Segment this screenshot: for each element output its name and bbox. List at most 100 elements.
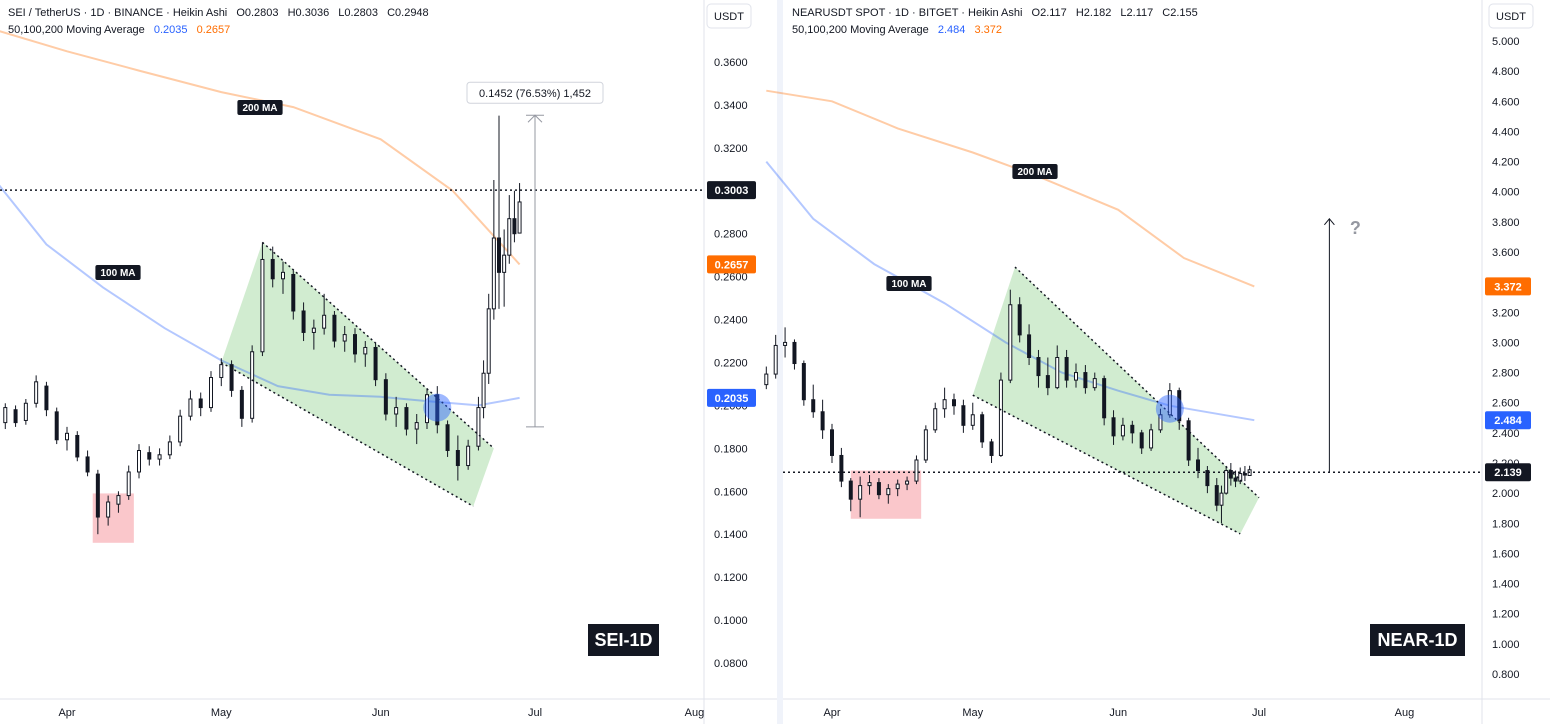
candle[interactable] [811, 384, 816, 418]
candle[interactable] [178, 409, 183, 447]
candle[interactable] [270, 246, 275, 288]
candle[interactable] [481, 360, 486, 419]
candle[interactable] [260, 242, 265, 357]
candle[interactable] [1224, 466, 1229, 495]
candle[interactable] [1233, 470, 1238, 488]
candle[interactable] [867, 475, 872, 495]
candle[interactable] [435, 386, 440, 434]
candle[interactable] [1238, 467, 1243, 485]
breakout-circle[interactable] [423, 393, 452, 422]
candle[interactable] [1074, 363, 1078, 388]
candle[interactable] [54, 407, 59, 445]
price-axis-label[interactable]: 2.139 [1485, 463, 1531, 482]
candle[interactable] [281, 261, 285, 294]
candle[interactable] [34, 375, 39, 408]
candle[interactable] [923, 425, 928, 463]
wedge-upper-line[interactable] [1014, 266, 1260, 499]
candle[interactable] [75, 431, 80, 462]
candle[interactable] [830, 423, 834, 463]
candle[interactable] [13, 405, 18, 427]
candle[interactable] [933, 402, 938, 433]
candle[interactable] [783, 327, 788, 358]
candle[interactable] [792, 339, 797, 370]
candle[interactable] [1017, 297, 1022, 343]
candle[interactable] [147, 446, 152, 466]
candle[interactable] [137, 444, 141, 479]
candle[interactable] [517, 183, 522, 234]
candle[interactable] [1120, 417, 1125, 441]
candle[interactable] [507, 195, 512, 264]
candle[interactable] [23, 398, 28, 425]
price-axis-label[interactable]: 2.484 [1485, 411, 1531, 430]
candle[interactable] [95, 469, 100, 535]
candle[interactable] [167, 435, 172, 460]
candle[interactable] [961, 399, 966, 433]
candle[interactable] [980, 411, 985, 448]
candle[interactable] [801, 360, 806, 406]
candle[interactable] [1242, 466, 1247, 482]
candle[interactable] [1083, 365, 1088, 394]
candle[interactable] [858, 476, 863, 518]
candle[interactable] [1149, 423, 1154, 451]
candle[interactable] [106, 495, 111, 526]
currency-button[interactable]: USDT [706, 3, 752, 29]
candle[interactable] [301, 302, 306, 342]
ma200-line[interactable] [0, 30, 521, 266]
candle[interactable] [848, 478, 853, 512]
falling-wedge-area[interactable] [972, 267, 1259, 534]
candle[interactable] [44, 381, 49, 417]
candle[interactable] [1158, 408, 1163, 433]
breakout-circle[interactable] [1155, 394, 1184, 423]
price-axis[interactable]: 0.3600 0.3400 0.3200 0.2800 0.2600 0.2400 0.22… [714, 57, 748, 670]
candle[interactable] [486, 293, 491, 384]
candle[interactable] [512, 190, 517, 243]
candle[interactable] [188, 390, 193, 421]
wedge-upper-line[interactable] [261, 241, 495, 449]
price-axis-label[interactable]: 3.372 [1485, 277, 1531, 296]
candle[interactable] [491, 180, 496, 320]
candle[interactable] [239, 386, 244, 427]
candle[interactable] [332, 310, 337, 348]
candle[interactable] [476, 396, 481, 451]
candle[interactable] [905, 476, 910, 491]
candle[interactable] [342, 326, 347, 352]
candle[interactable] [886, 484, 891, 504]
candle[interactable] [455, 435, 460, 481]
candle[interactable] [353, 328, 357, 363]
candle[interactable] [85, 450, 90, 477]
candle[interactable] [876, 478, 881, 500]
candle[interactable] [970, 402, 975, 430]
candle[interactable] [1186, 417, 1191, 467]
candle[interactable] [820, 399, 825, 439]
candle[interactable] [773, 334, 778, 379]
sei-chart-panel[interactable]: 200 MA 100 MA 0.1452 (76.53%) 1,452 0.3600… [0, 0, 777, 724]
candle[interactable] [466, 439, 471, 470]
candle[interactable] [383, 373, 388, 421]
price-axis[interactable]: 5.000 4.800 4.600 4.400 4.200 4.000 3.800 3.600… [1492, 36, 1520, 681]
wedge-lower-line[interactable] [972, 394, 1241, 535]
candle[interactable] [1027, 324, 1032, 366]
candle[interactable] [1055, 345, 1060, 390]
price-axis-label[interactable]: 0.2657 [707, 255, 756, 274]
price-axis-label[interactable]: 0.2035 [707, 388, 756, 407]
candle[interactable] [1102, 375, 1107, 426]
candle[interactable] [394, 396, 399, 427]
candle[interactable] [1064, 349, 1069, 388]
candle[interactable] [989, 438, 994, 463]
candle[interactable] [764, 366, 769, 390]
ma200-line[interactable] [766, 89, 1255, 288]
candle[interactable] [1219, 485, 1224, 524]
candle[interactable] [1130, 420, 1135, 444]
ma100-line[interactable] [0, 180, 520, 407]
candle[interactable] [1139, 429, 1144, 454]
candle[interactable] [291, 270, 296, 320]
candle[interactable] [914, 455, 919, 485]
time-axis[interactable]: Apr May Jun Jul Aug [823, 707, 1414, 719]
candle[interactable] [895, 479, 900, 497]
candle[interactable] [1036, 349, 1041, 388]
candle[interactable] [250, 345, 255, 423]
falling-wedge-area[interactable] [221, 242, 494, 507]
candle[interactable] [414, 414, 419, 445]
candle[interactable] [1045, 357, 1050, 396]
candle[interactable] [497, 115, 501, 309]
